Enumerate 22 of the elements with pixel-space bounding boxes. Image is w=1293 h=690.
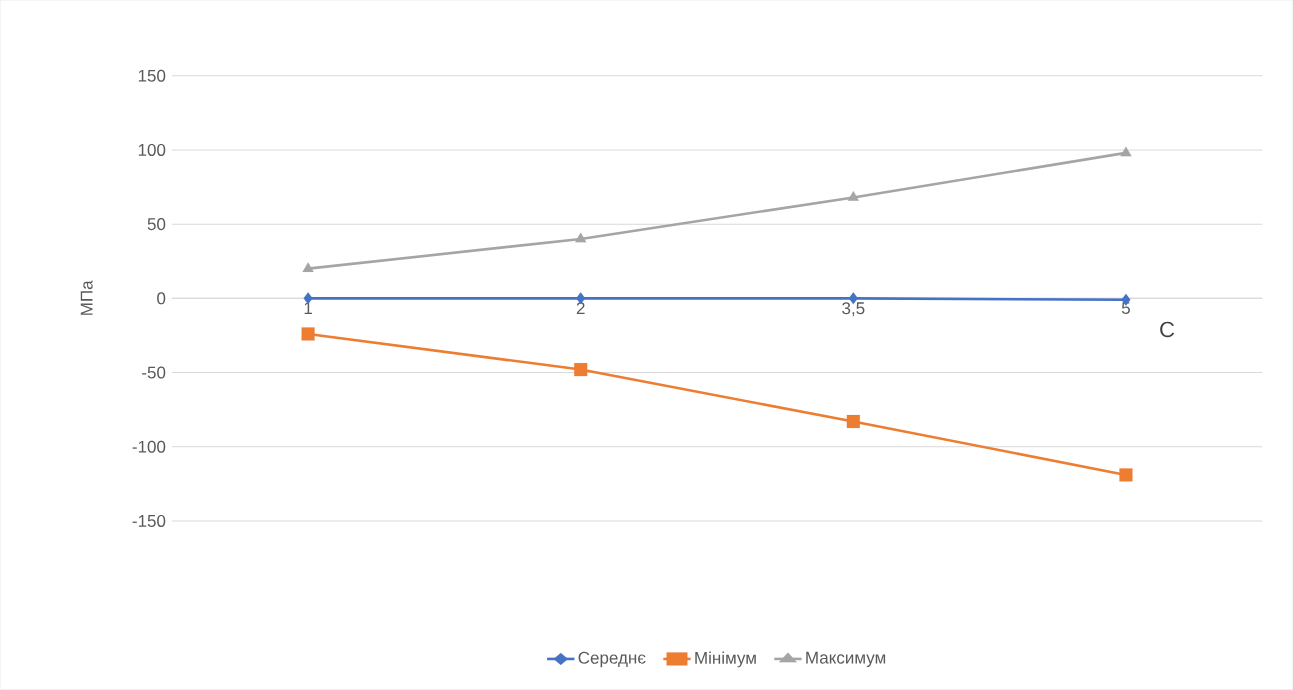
point	[847, 190, 860, 201]
y-tick-label: 0	[157, 292, 166, 305]
x-tick-label: 2	[576, 302, 585, 315]
point	[302, 262, 314, 273]
x-tick-label: 3,5	[842, 302, 865, 317]
y-tick-label: -100	[132, 440, 166, 453]
legend-label: Середнє	[578, 651, 646, 668]
y-axis-title: МПа	[80, 280, 93, 315]
y-tick-label: 150	[138, 69, 166, 82]
point	[1119, 468, 1133, 482]
y-tick-label: -150	[132, 515, 166, 528]
point	[574, 363, 588, 377]
point	[575, 232, 587, 243]
y-tick-label: -50	[142, 366, 166, 379]
x-axis-title: С	[1160, 321, 1175, 338]
point	[301, 327, 315, 341]
y-tick-label: 100	[138, 144, 166, 157]
y-tick-label: 50	[147, 218, 166, 231]
legend-label: Максимум	[806, 651, 886, 668]
legend-label: Мінімум	[695, 651, 756, 668]
point	[846, 415, 860, 429]
point	[1120, 146, 1132, 157]
